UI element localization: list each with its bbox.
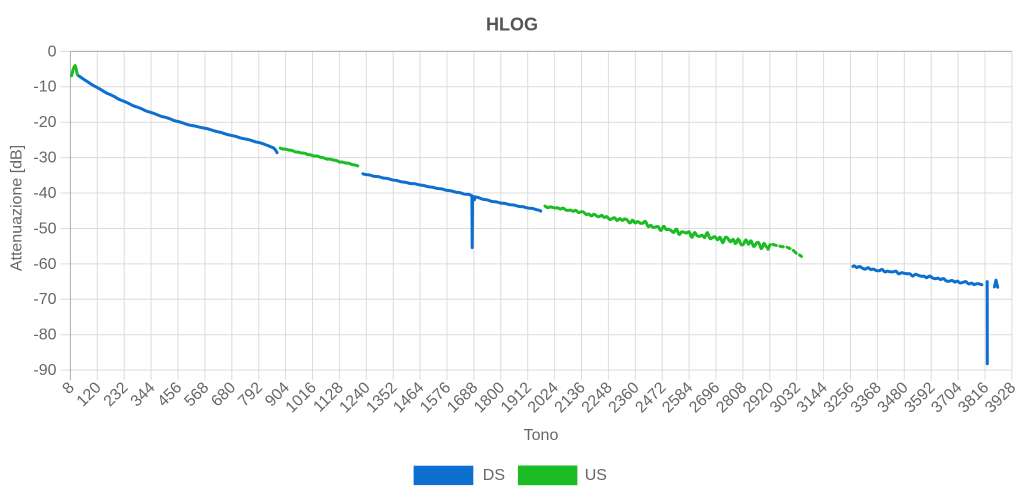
svg-text:US: US: [585, 467, 607, 484]
svg-text:-70: -70: [33, 291, 56, 308]
svg-text:0: 0: [48, 43, 57, 60]
svg-text:-20: -20: [33, 114, 56, 131]
svg-text:-10: -10: [33, 79, 56, 96]
svg-text:-90: -90: [33, 362, 56, 379]
svg-text:HLOG: HLOG: [486, 14, 538, 34]
svg-text:Tono: Tono: [524, 427, 559, 444]
svg-text:-60: -60: [33, 256, 56, 273]
svg-text:-80: -80: [33, 327, 56, 344]
svg-text:-30: -30: [33, 150, 56, 167]
svg-text:-50: -50: [33, 220, 56, 237]
svg-text:DS: DS: [483, 467, 505, 484]
svg-text:-40: -40: [33, 185, 56, 202]
svg-text:Attenuazione [dB]: Attenuazione [dB]: [9, 145, 26, 271]
